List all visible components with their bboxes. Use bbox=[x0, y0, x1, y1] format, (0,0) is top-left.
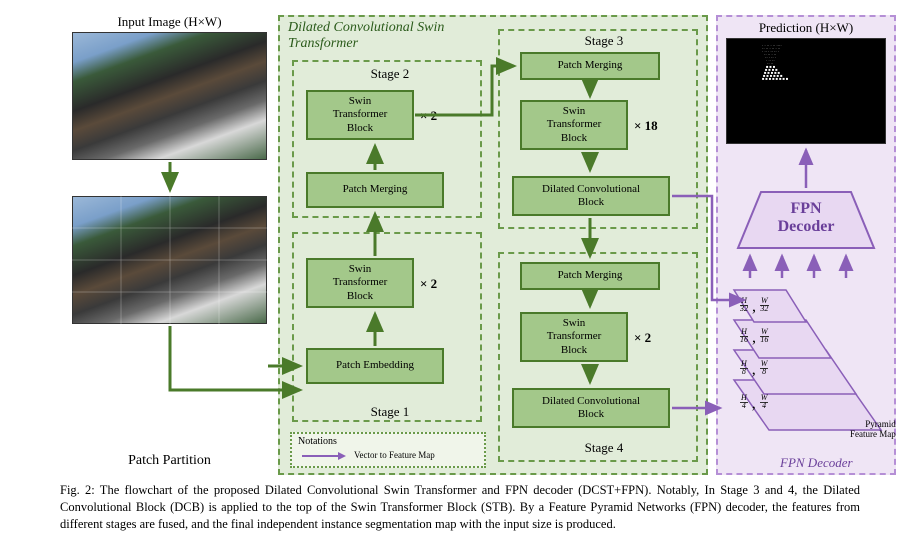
figure-caption: Fig. 2: The flowchart of the proposed Di… bbox=[60, 482, 860, 533]
fpn-decoder-label: FPN Decoder bbox=[780, 455, 853, 471]
frac-16: H16 , W16 bbox=[740, 328, 769, 347]
pyramid-fm-label: Pyramid Feature Map bbox=[850, 420, 896, 440]
prediction-label: Prediction (H×W) bbox=[716, 20, 896, 36]
patch-partition-image bbox=[72, 196, 267, 324]
frac-8: H8 , W8 bbox=[740, 360, 768, 379]
stage2-label: Stage 2 bbox=[360, 66, 420, 82]
frac-4: H4 , W4 bbox=[740, 394, 768, 413]
stage3-mult: × 18 bbox=[634, 118, 658, 134]
stage3-patch-merging: Patch Merging bbox=[520, 52, 660, 80]
prediction-image: · · ·· · ·· ······ ·· · ·· · ··· ·· · ··… bbox=[726, 38, 886, 144]
stage2-swin-block: Swin Transformer Block bbox=[306, 90, 414, 140]
stage3-swin-block: Swin Transformer Block bbox=[520, 100, 628, 150]
diagram-canvas: Input Image (H×W) Patch Partition Dilate… bbox=[0, 0, 914, 548]
notation-arrow-icon bbox=[300, 450, 348, 462]
stage1-swin-block: Swin Transformer Block bbox=[306, 258, 414, 308]
input-image-label: Input Image (H×W) bbox=[72, 14, 267, 30]
stage4-label: Stage 4 bbox=[574, 440, 634, 456]
stage4-mult: × 2 bbox=[634, 330, 651, 346]
input-image bbox=[72, 32, 267, 160]
stage4-dilated-block: Dilated Convolutional Block bbox=[512, 388, 670, 428]
stage1-mult: × 2 bbox=[420, 276, 437, 292]
stage2-mult: × 2 bbox=[420, 108, 437, 124]
stage4-swin-block: Swin Transformer Block bbox=[520, 312, 628, 362]
stage1-label: Stage 1 bbox=[360, 404, 420, 420]
patch-embedding-block: Patch Embedding bbox=[306, 348, 444, 384]
fpn-decoder-big-label: FPN Decoder bbox=[736, 200, 876, 235]
patch-partition-label: Patch Partition bbox=[72, 453, 267, 469]
stage3-label: Stage 3 bbox=[574, 33, 634, 49]
stage4-patch-merging: Patch Merging bbox=[520, 262, 660, 290]
notations-label: Notations bbox=[298, 436, 337, 447]
stage3-dilated-block: Dilated Convolutional Block bbox=[512, 176, 670, 216]
frac-32: H32 , W32 bbox=[740, 297, 769, 316]
vec2fm-label: Vector to Feature Map bbox=[354, 450, 435, 460]
dcst-title: Dilated Convolutional Swin Transformer bbox=[288, 20, 468, 52]
stage2-patch-merging: Patch Merging bbox=[306, 172, 444, 208]
